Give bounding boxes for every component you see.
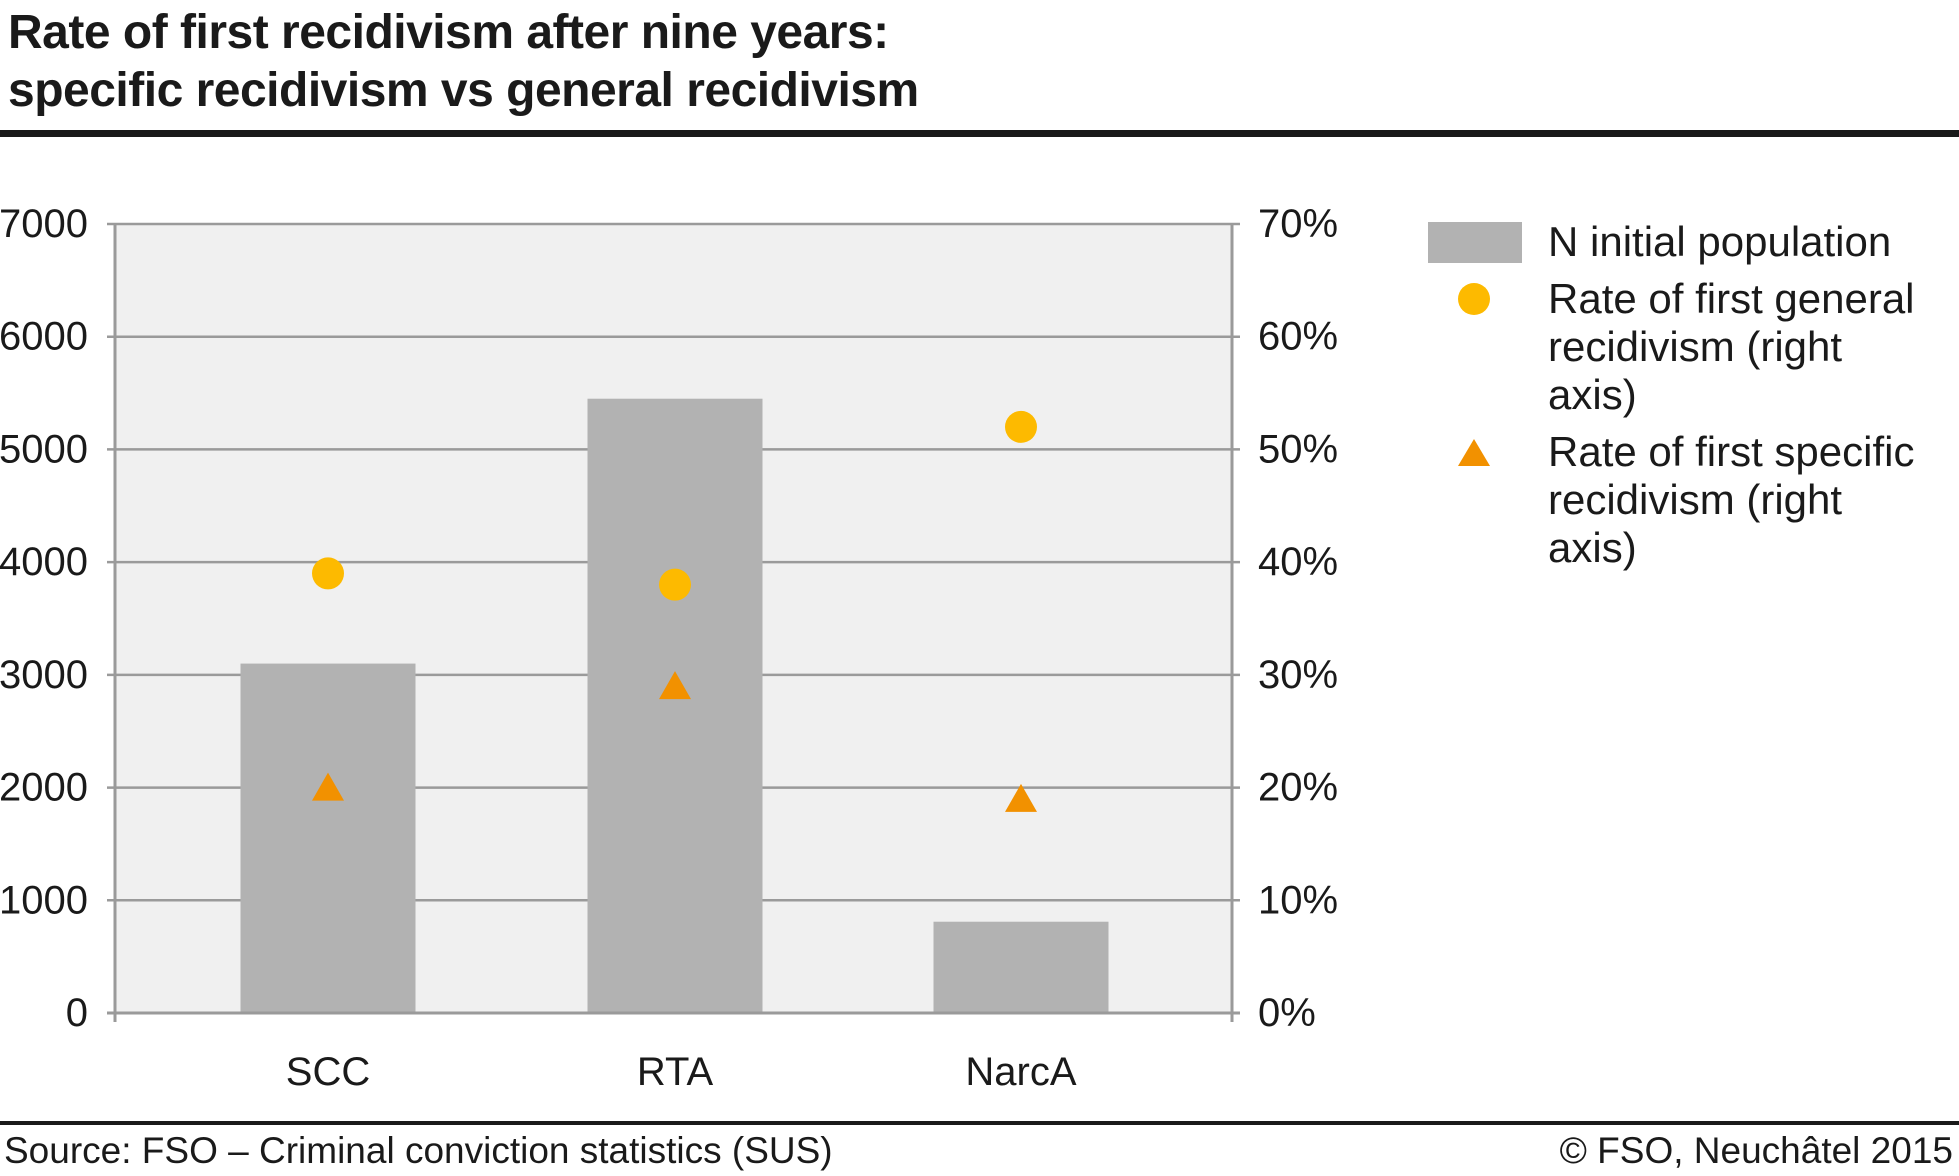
legend-label-line2: recidivism (right axis) (1548, 323, 1843, 418)
legend-label-line1: Rate of first general (1548, 275, 1915, 322)
title-line-1: Rate of first recidivism after nine year… (8, 6, 889, 59)
left-axis-tick-label: 5000 (0, 427, 88, 471)
legend-label-line2: recidivism (right axis) (1548, 476, 1843, 571)
category-label-SCC: SCC (286, 1050, 370, 1094)
general-recidivism-marker-RTA (659, 568, 691, 601)
right-axis-tick-label: 0% (1258, 991, 1316, 1035)
bar-RTA (587, 398, 763, 1013)
legend-item-initial-population: N initial population (1428, 218, 1928, 266)
title-line-2: specific recidivism vs general recidivis… (8, 64, 919, 117)
legend-item-specific-recidivism: Rate of first specific recidivism (right… (1428, 428, 1928, 572)
chart-legend: N initial population Rate of first gener… (1428, 218, 1928, 581)
bar-SCC (240, 663, 416, 1013)
right-axis-tick-label: 40% (1258, 540, 1338, 584)
right-axis-tick-label: 50% (1258, 427, 1338, 471)
specific-recidivism-marker-RTA (659, 671, 691, 700)
category-label-NarcA: NarcA (965, 1050, 1076, 1094)
right-axis-tick-label: 10% (1258, 878, 1338, 922)
right-axis-tick-label: 20% (1258, 766, 1338, 810)
title-divider (0, 130, 1959, 137)
right-axis-tick-label: 30% (1258, 653, 1338, 697)
bar-swatch-icon (1428, 221, 1522, 263)
right-axis-tick-label: 60% (1258, 315, 1338, 359)
general-recidivism-marker-SCC (312, 557, 344, 590)
category-label-RTA: RTA (637, 1050, 714, 1094)
left-axis-tick-label: 0 (66, 991, 88, 1035)
left-axis-tick-label: 7000 (0, 202, 88, 246)
left-axis-tick-label: 2000 (0, 766, 88, 810)
left-axis-tick-label: 6000 (0, 315, 88, 359)
specific-recidivism-marker-NarcA (1005, 783, 1037, 812)
left-axis-tick-label: 3000 (0, 653, 88, 697)
bar-NarcA (933, 921, 1109, 1013)
footer-copyright: © FSO, Neuchâtel 2015 (1559, 1130, 1953, 1171)
footer-divider (0, 1121, 1959, 1125)
page-title: Rate of first recidivism after nine year… (8, 4, 1608, 120)
legend-label: N initial population (1548, 218, 1892, 265)
left-axis-tick-label: 4000 (0, 540, 88, 584)
footer-source: Source: FSO – Criminal conviction statis… (4, 1130, 833, 1171)
general-recidivism-marker-NarcA (1005, 410, 1037, 443)
legend-item-general-recidivism: Rate of first general recidivism (right … (1428, 275, 1928, 419)
triangle-swatch-icon (1458, 438, 1490, 466)
circle-swatch-icon (1458, 283, 1490, 315)
left-axis-tick-label: 1000 (0, 878, 88, 922)
right-axis-tick-label: 70% (1258, 202, 1338, 246)
legend-label-line1: Rate of first specific (1548, 428, 1915, 475)
specific-recidivism-marker-SCC (312, 772, 344, 801)
